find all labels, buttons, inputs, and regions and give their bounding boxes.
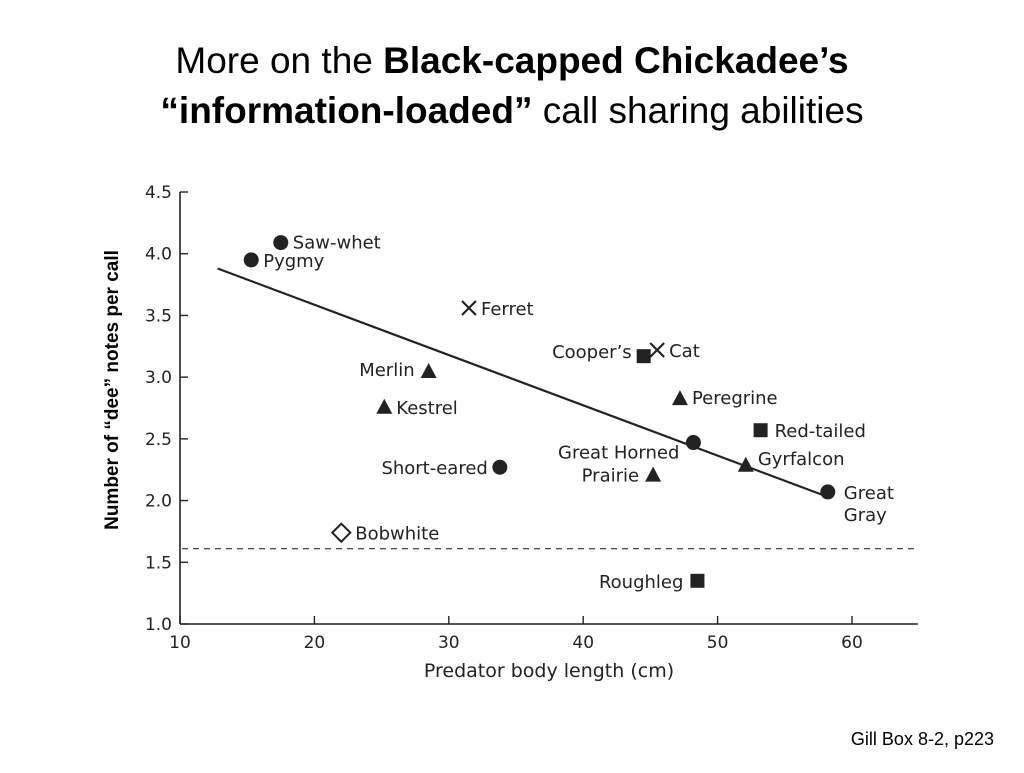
trendline — [217, 267, 829, 498]
data-point-bobwhite: Bobwhite — [330, 522, 439, 545]
point-label: Peregrine — [692, 388, 778, 409]
x-marker — [461, 300, 477, 316]
data-point-merlin: Merlin — [359, 360, 437, 381]
title-line-1: More on the Black-capped Chickadee’s — [0, 36, 1024, 86]
circle-marker — [685, 435, 701, 451]
circle-marker — [492, 459, 508, 475]
triangle-marker — [420, 362, 437, 378]
x-tick-label: 20 — [304, 633, 326, 653]
y-tick-label: 3.5 — [145, 306, 172, 326]
point-label: Red-tailed — [775, 421, 866, 442]
slide-title: More on the Black-capped Chickadee’s “in… — [0, 36, 1024, 136]
point-label: Bobwhite — [355, 524, 439, 545]
diamond-marker — [330, 522, 352, 544]
point-label: Prairie — [582, 466, 639, 487]
x-tick-label: 50 — [707, 633, 729, 653]
data-point-great-horned: Great Horned — [558, 435, 701, 464]
triangle-marker — [376, 398, 393, 414]
circle-marker — [243, 252, 259, 268]
x-tick-label: 40 — [572, 633, 594, 653]
title-line-1-bold: Black-capped Chickadee’s — [383, 40, 849, 81]
y-tick-label: 4.0 — [145, 245, 172, 265]
data-point-short-eared: Short-eared — [381, 458, 508, 479]
x-marker — [649, 342, 665, 358]
title-line-2-bold: “information-loaded” — [160, 90, 533, 131]
square-marker — [636, 349, 651, 364]
data-point-ferret: Ferret — [461, 299, 534, 320]
y-tick-label: 1.0 — [145, 615, 172, 635]
point-label: Cat — [669, 341, 700, 362]
x-tick-label: 60 — [841, 633, 863, 653]
title-line-2: “information-loaded” call sharing abilit… — [0, 86, 1024, 136]
triangle-marker — [645, 466, 662, 482]
point-label-line: Great — [844, 483, 894, 504]
data-point-red-tailed: Red-tailed — [753, 421, 866, 442]
point-label: Saw-whet — [293, 233, 381, 254]
square-marker — [690, 573, 705, 588]
data-point-pygmy: Pygmy — [243, 251, 325, 272]
data-point-roughleg: Roughleg — [599, 572, 705, 593]
point-label: Cooper’s — [552, 342, 632, 363]
square-marker — [753, 423, 768, 438]
data-point-gyrfalcon: Gyrfalcon — [737, 449, 845, 472]
y-tick-label: 3.0 — [145, 368, 172, 388]
point-label: Pygmy — [263, 251, 324, 272]
title-line-1-plain: More on the — [175, 40, 384, 81]
data-point-saw-whet: Saw-whet — [273, 233, 381, 254]
point-label: Great Gray — [844, 483, 894, 526]
point-label: Ferret — [481, 299, 534, 320]
circle-marker — [820, 484, 836, 500]
point-label-line: Gray — [844, 505, 887, 526]
x-tick-label: 30 — [438, 633, 460, 653]
x-tick-label: 10 — [169, 633, 191, 653]
citation: Gill Box 8-2, p223 — [850, 729, 994, 749]
point-label: Great Horned — [558, 443, 679, 464]
triangle-marker — [737, 456, 754, 472]
y-tick-label: 2.0 — [145, 492, 172, 512]
y-tick-label: 4.5 — [145, 183, 172, 203]
point-label: Gyrfalcon — [758, 449, 845, 470]
y-tick-label: 1.5 — [145, 553, 172, 573]
data-point-cooper-s: Cooper’s — [552, 342, 651, 364]
data-point-great-gray: Great Gray — [820, 483, 894, 526]
data-point-cat: Cat — [649, 341, 700, 362]
x-axis-title: Predator body length (cm) — [424, 660, 674, 682]
circle-marker — [273, 235, 289, 251]
point-label: Kestrel — [396, 398, 458, 419]
data-point-prairie: Prairie — [582, 466, 662, 487]
title-line-2-plain: call sharing abilities — [532, 90, 864, 131]
point-label: Merlin — [359, 360, 414, 381]
point-label: Short-eared — [381, 458, 487, 479]
y-tick-label: 2.5 — [145, 430, 172, 450]
point-label: Roughleg — [599, 572, 683, 593]
data-point-kestrel: Kestrel — [376, 398, 458, 419]
y-axis-title: Number of “dee” notes per call — [102, 250, 123, 530]
data-point-peregrine: Peregrine — [671, 388, 778, 409]
triangle-marker — [671, 390, 688, 406]
